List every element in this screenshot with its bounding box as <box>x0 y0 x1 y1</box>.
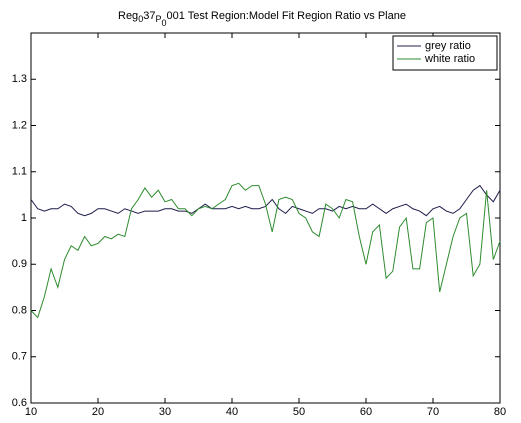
title-part: 0 <box>161 18 166 28</box>
title-part: P <box>155 14 161 24</box>
x-tick-label: 80 <box>494 406 506 418</box>
y-tick-label: 1.3 <box>12 73 27 85</box>
title-part: 001 Test Region:Model Fit Region Ratio v… <box>166 10 406 22</box>
y-tick-label: 0.7 <box>12 351 27 363</box>
x-tick-label: 50 <box>293 406 305 418</box>
chart-title: Reg037P0001 Test Region:Model Fit Region… <box>118 10 406 28</box>
legend-label: white ratio <box>424 53 475 65</box>
y-tick-label: 0.9 <box>12 258 27 270</box>
title-part: Reg <box>118 10 138 22</box>
series-line <box>30 184 501 217</box>
x-tick-label: 30 <box>159 406 171 418</box>
y-tick-label: 1 <box>21 212 27 224</box>
y-tick-label: 1.1 <box>12 166 27 178</box>
y-tick-label: 0.6 <box>12 397 27 409</box>
title-part: 37 <box>143 10 155 22</box>
x-tick-label: 60 <box>360 406 372 418</box>
plot-area <box>30 32 501 404</box>
title-part: 0 <box>138 14 143 24</box>
x-tick-label: 70 <box>427 406 439 418</box>
y-tick-label: 0.8 <box>12 304 27 316</box>
legend-box <box>392 35 498 71</box>
x-tick-label: 10 <box>25 406 37 418</box>
legend-label: grey ratio <box>425 40 471 52</box>
x-tick-label: 20 <box>92 406 104 418</box>
series-line <box>30 182 501 319</box>
x-tick-label: 40 <box>226 406 238 418</box>
y-tick-label: 1.2 <box>12 119 27 131</box>
